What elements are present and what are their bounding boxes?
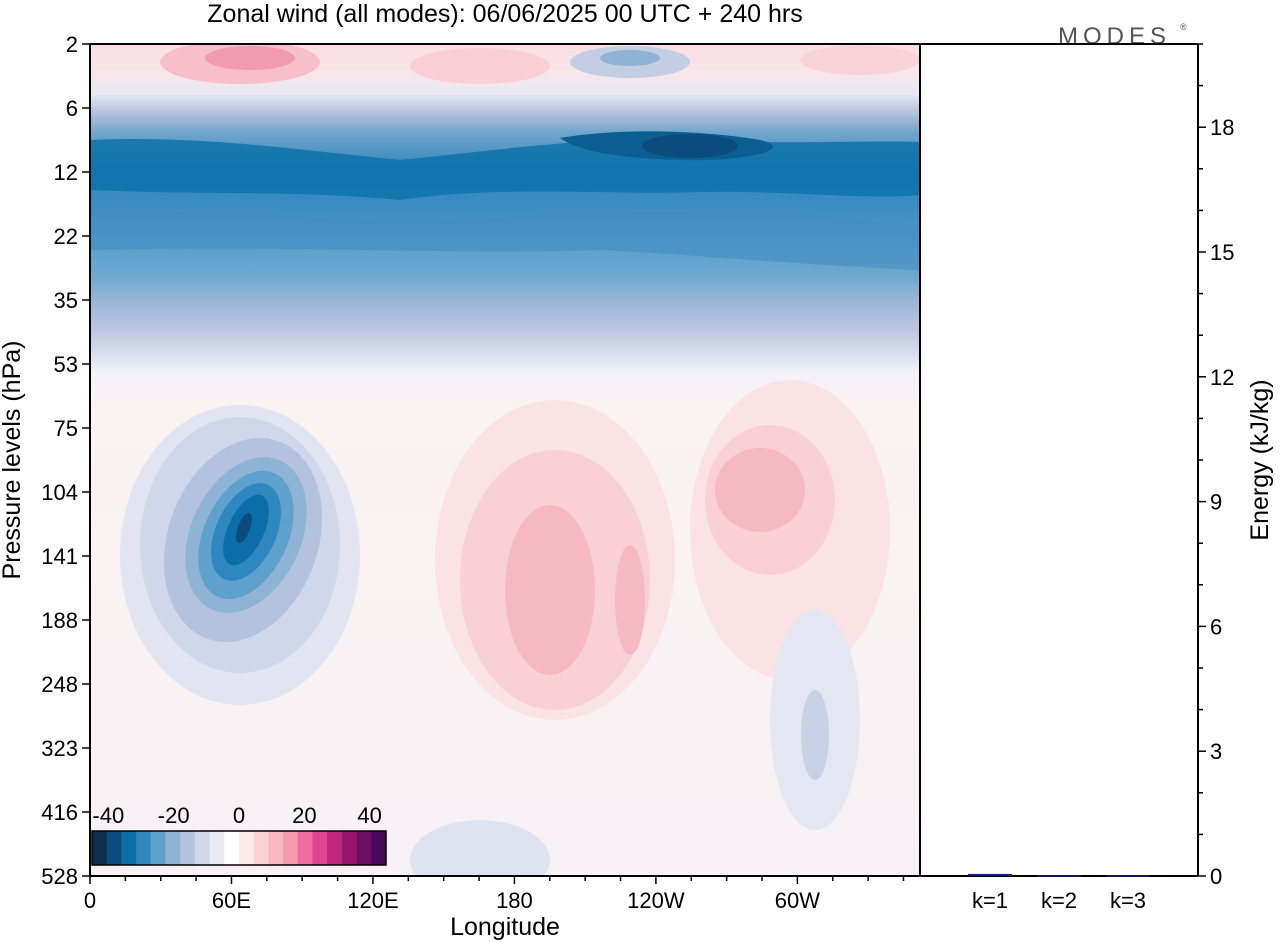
- x-tick-label: 120W: [627, 888, 685, 913]
- colorbar-cell: [341, 831, 358, 865]
- colorbar-cell: [180, 831, 196, 865]
- colorbar-cell: [224, 831, 240, 865]
- colorbar-cell: [356, 831, 372, 865]
- y-tick-label: 75: [54, 416, 78, 441]
- y-axis: 2 6 12 22 35 53 75 104 141 188 248 323 416 528: [41, 32, 90, 889]
- energy-bar-k1: [968, 873, 1012, 876]
- energy-y-tick-label: 3: [1210, 739, 1222, 764]
- colorbar-cell: [297, 831, 313, 865]
- colorbar-cell: [121, 831, 137, 865]
- y-tick-label: 323: [41, 736, 78, 761]
- colorbar-cell: [327, 831, 343, 865]
- y-tick-label: 2: [66, 32, 78, 57]
- energy-bars: [968, 873, 1150, 877]
- y-axis-title: Pressure levels (hPa): [0, 341, 26, 580]
- energy-y-tick-label: 15: [1210, 240, 1234, 265]
- contour-west180-l3: [505, 505, 595, 675]
- energy-y-tick-label: 6: [1210, 614, 1222, 639]
- y-tick-label: 141: [41, 544, 78, 569]
- modes-logo-mark: ®: [1180, 22, 1187, 32]
- colorbar-cell: [136, 831, 152, 865]
- energy-panel: 0 3 6 9 12 15 18 k=1 k=2 k=3 Energy (kJ/kg): [919, 43, 1274, 913]
- colorbar-tick-label: -40: [92, 803, 124, 828]
- y-tick-label: 416: [41, 800, 78, 825]
- heatmap-panel: 0 60E 120E 180 120W 60W 2 6 12 22 35 53 75 104 141 188…: [0, 32, 921, 941]
- y-tick-label: 528: [41, 864, 78, 889]
- energy-x-label: k=3: [1110, 888, 1146, 913]
- colorbar-cell: [253, 831, 269, 865]
- energy-bar-k2: [1037, 875, 1081, 877]
- colorbar-cell: [312, 831, 328, 865]
- y-tick-label: 35: [54, 288, 78, 313]
- chart-title: Zonal wind (all modes): 06/06/2025 00 UT…: [207, 0, 802, 28]
- y-tick-label: 6: [66, 96, 78, 121]
- colorbar-cell: [283, 831, 299, 865]
- energy-bar-k3: [1106, 875, 1150, 877]
- colorbar-tick-label: 20: [292, 803, 316, 828]
- colorbar-cell: [92, 831, 108, 865]
- x-axis-title: Longitude: [450, 913, 560, 941]
- energy-background: [920, 44, 1198, 876]
- contour-east150-l1: [410, 820, 550, 876]
- energy-y-axis: 0 3 6 9 12 15 18: [1198, 43, 1234, 889]
- y-tick-label: 53: [54, 352, 78, 377]
- energy-y-tick-label: 18: [1210, 115, 1234, 140]
- energy-x-label: k=2: [1041, 888, 1077, 913]
- contour-westerly-strat-2: [410, 48, 550, 84]
- x-tick-label: 120E: [347, 888, 398, 913]
- contour-west180-l4: [615, 545, 645, 655]
- x-tick-label: 180: [496, 888, 533, 913]
- energy-x-label: k=1: [972, 888, 1008, 913]
- colorbar-labels: -40 -20 0 20 40: [92, 803, 381, 828]
- colorbar-cell: [194, 831, 211, 865]
- contour-west75-l3: [715, 448, 805, 532]
- colorbar-frame: [91, 830, 387, 866]
- x-tick-label: 60W: [775, 888, 820, 913]
- contour-westerly-strat-3: [800, 45, 920, 75]
- x-axis: 0 60E 120E 180 120W 60W: [84, 876, 905, 913]
- colorbar-cells: [92, 831, 387, 865]
- contour-east85-l2: [801, 690, 829, 780]
- colorbar-cell: [165, 831, 181, 865]
- colorbar: -40 -20 0 20 40: [91, 803, 387, 866]
- energy-x-axis: k=1 k=2 k=3: [972, 888, 1146, 913]
- colorbar-tick-label: 0: [233, 803, 245, 828]
- colorbar-tick-label: 40: [357, 803, 381, 828]
- contour-easterly-lower: [90, 200, 920, 270]
- energy-y-tick-label: 9: [1210, 490, 1222, 515]
- energy-y-tick-label: 12: [1210, 365, 1234, 390]
- y-tick-label: 12: [54, 160, 78, 185]
- contour-easterly-top-core: [600, 50, 660, 66]
- colorbar-cell: [371, 831, 387, 865]
- x-tick-label: 0: [84, 888, 96, 913]
- x-tick-label: 60E: [212, 888, 251, 913]
- colorbar-cell: [150, 831, 166, 865]
- colorbar-cell: [209, 831, 225, 865]
- y-tick-label: 188: [41, 608, 78, 633]
- colorbar-cell: [268, 831, 284, 865]
- colorbar-cell: [106, 831, 122, 865]
- colorbar-cell: [239, 831, 255, 865]
- y-tick-label: 248: [41, 672, 78, 697]
- energy-axis-title: Energy (kJ/kg): [1246, 379, 1274, 540]
- colorbar-tick-label: -20: [158, 803, 190, 828]
- contour-easterly-jet-core: [642, 134, 738, 158]
- contour-east60-l8: [236, 512, 252, 544]
- wind-contours: [90, 44, 920, 876]
- y-tick-label: 104: [41, 480, 78, 505]
- contour-westerly-strat-core: [205, 46, 295, 70]
- y-tick-label: 22: [54, 224, 78, 249]
- energy-y-tick-label: 0: [1210, 864, 1222, 889]
